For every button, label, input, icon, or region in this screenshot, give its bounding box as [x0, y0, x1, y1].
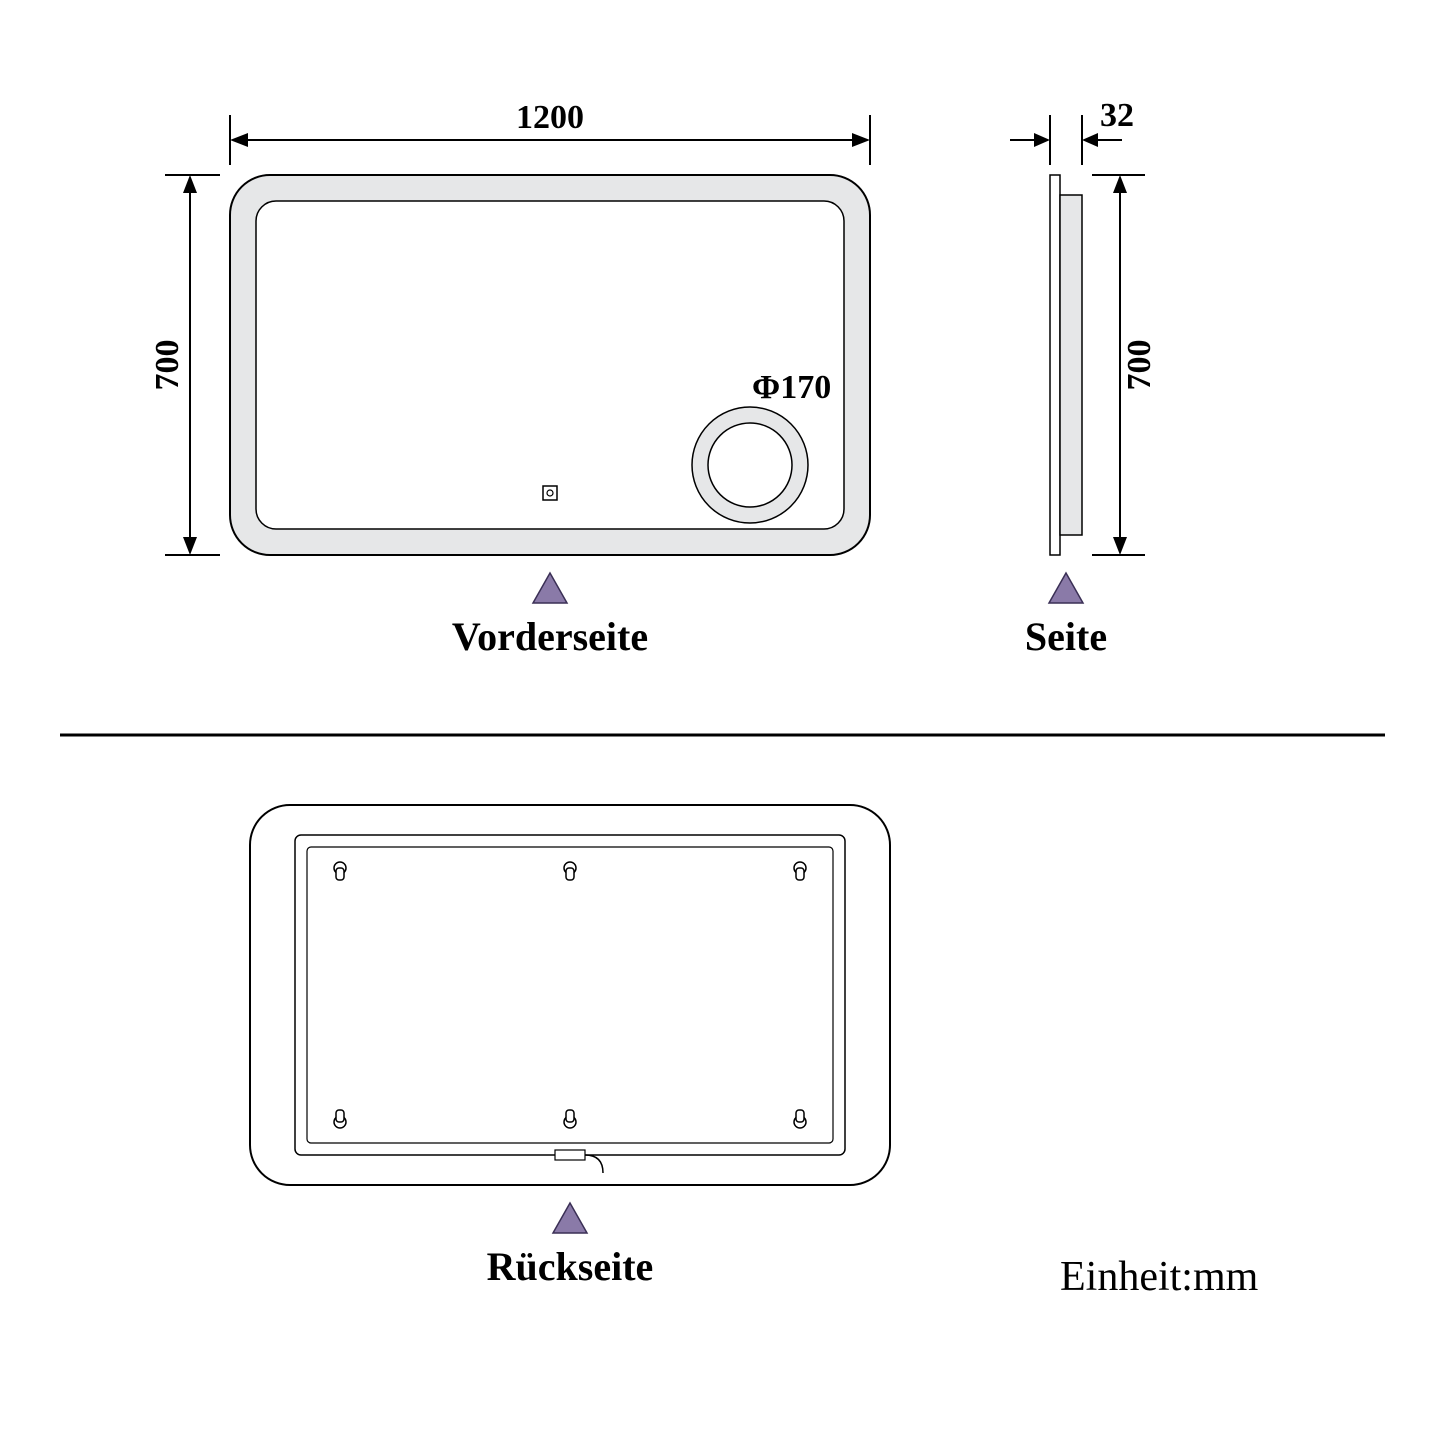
magnifier-circle — [692, 407, 808, 523]
side-label: Seite — [1025, 614, 1107, 659]
dim-circle-diameter: Φ170 — [752, 369, 831, 406]
front-label: Vorderseite — [452, 614, 648, 659]
triangle-indicator-icon — [533, 573, 567, 603]
side-label-group: Seite — [1025, 573, 1107, 659]
dim-side-height: 700 — [1092, 175, 1158, 555]
triangle-indicator-icon — [1049, 573, 1083, 603]
back-label-group: Rückseite — [487, 1203, 654, 1289]
back-view — [250, 805, 890, 1185]
dim-depth-value: 32 — [1100, 97, 1134, 134]
dim-side-height-value: 700 — [1121, 340, 1158, 391]
side-view: 32 700 — [1010, 97, 1158, 555]
dim-side-depth: 32 — [1010, 97, 1134, 165]
dim-diameter-value: 170 — [780, 369, 831, 406]
dim-top-width: 1200 — [230, 99, 870, 165]
back-label: Rückseite — [487, 1244, 654, 1289]
front-view: Φ170 — [230, 175, 870, 555]
diagram-svg: 1200 700 — [0, 0, 1445, 1445]
dim-width-value: 1200 — [516, 99, 584, 136]
unit-label: Einheit:mm — [1060, 1254, 1259, 1300]
diagram-canvas: 1200 700 — [0, 0, 1445, 1445]
triangle-indicator-icon — [553, 1203, 587, 1233]
dim-left-height: 700 — [149, 175, 220, 555]
svg-text:Φ170: Φ170 — [752, 369, 831, 406]
dim-height-value: 700 — [149, 340, 186, 391]
front-label-group: Vorderseite — [452, 573, 648, 659]
